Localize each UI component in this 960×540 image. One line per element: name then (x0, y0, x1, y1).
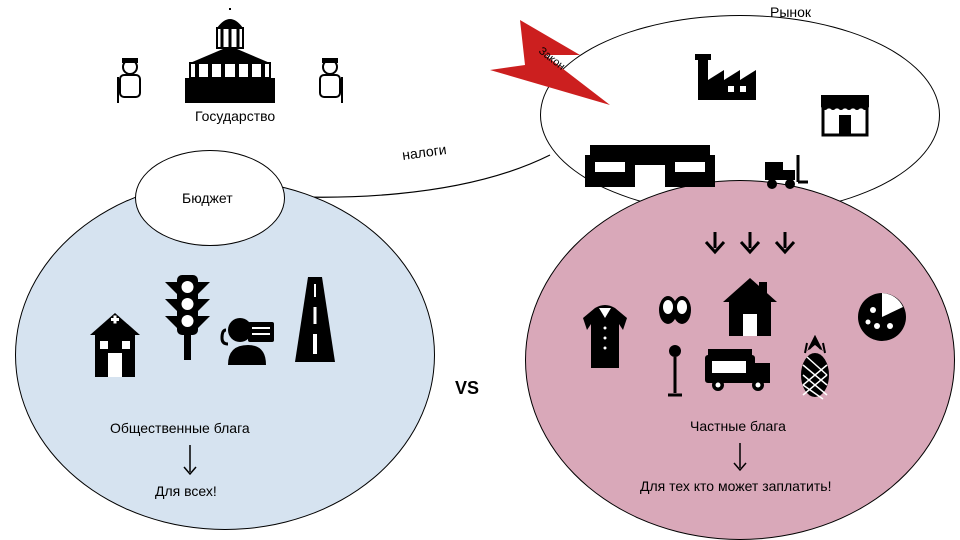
guard-right-icon (310, 55, 350, 110)
pizza-icon (855, 290, 910, 345)
vs-label: VS (455, 378, 479, 399)
factory-icon (690, 50, 760, 110)
traffic-light-icon (160, 270, 215, 365)
forklift-icon (760, 150, 810, 195)
budget-label: Бюджет (182, 190, 233, 206)
store-icon (580, 140, 720, 190)
foodtruck-icon (700, 345, 775, 395)
road-icon (290, 272, 340, 367)
arrows-down-icon (700, 230, 800, 260)
state-label: Государство (195, 108, 275, 124)
lamp-icon (665, 343, 685, 403)
private-arrow-icon (730, 440, 750, 480)
house-icon (715, 270, 785, 340)
for-all-label: Для всех! (155, 483, 217, 499)
market-label: Рынок (770, 4, 811, 20)
public-goods-label: Общественные блага (110, 420, 250, 436)
shop-icon (815, 85, 875, 140)
coat-icon (575, 300, 635, 375)
law-bolt: Закон (430, 0, 610, 140)
pineapple-icon (795, 335, 835, 400)
capitol-icon (155, 8, 305, 108)
guard-left-icon (110, 55, 150, 110)
public-arrow-icon (180, 442, 200, 482)
hospital-icon (80, 305, 150, 380)
dispatcher-icon (218, 310, 278, 370)
private-goods-label: Частные блага (690, 418, 786, 434)
for-payers-label: Для тех кто может заплатить! (640, 478, 831, 494)
